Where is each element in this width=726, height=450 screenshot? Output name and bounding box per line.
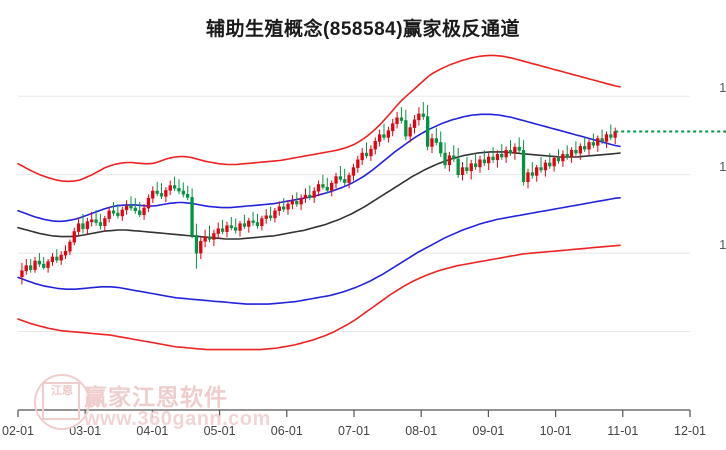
x-tick-label: 08-01 bbox=[405, 424, 438, 438]
x-tick-label: 10-01 bbox=[539, 424, 572, 438]
x-tick-label: 11-01 bbox=[607, 424, 639, 438]
x-tick-label: 06-01 bbox=[270, 424, 303, 438]
x-tick-label: 03-01 bbox=[69, 424, 102, 438]
chart-title: 辅助生殖概念(858584)赢家极反通道 bbox=[205, 19, 521, 40]
x-tick-label: 07-01 bbox=[338, 424, 370, 438]
y-tick-label: 1000 bbox=[719, 237, 726, 253]
x-tick-label: 09-01 bbox=[472, 424, 505, 438]
x-tick-label: 12-01 bbox=[674, 424, 706, 438]
x-tick-label: 04-01 bbox=[136, 424, 169, 438]
x-tick-label: 05-01 bbox=[203, 424, 236, 438]
axis-lines bbox=[17, 409, 691, 417]
y-tick-label: 800 bbox=[692, 316, 726, 331]
x-tick-label: 02-01 bbox=[2, 424, 34, 438]
candlestick-series bbox=[20, 102, 617, 285]
channel-band-lines bbox=[17, 54, 621, 351]
y-tick-label: 1200 bbox=[719, 158, 726, 174]
y-tick-label: 1400 bbox=[719, 80, 726, 96]
y-tick-label: 600 bbox=[692, 394, 726, 409]
